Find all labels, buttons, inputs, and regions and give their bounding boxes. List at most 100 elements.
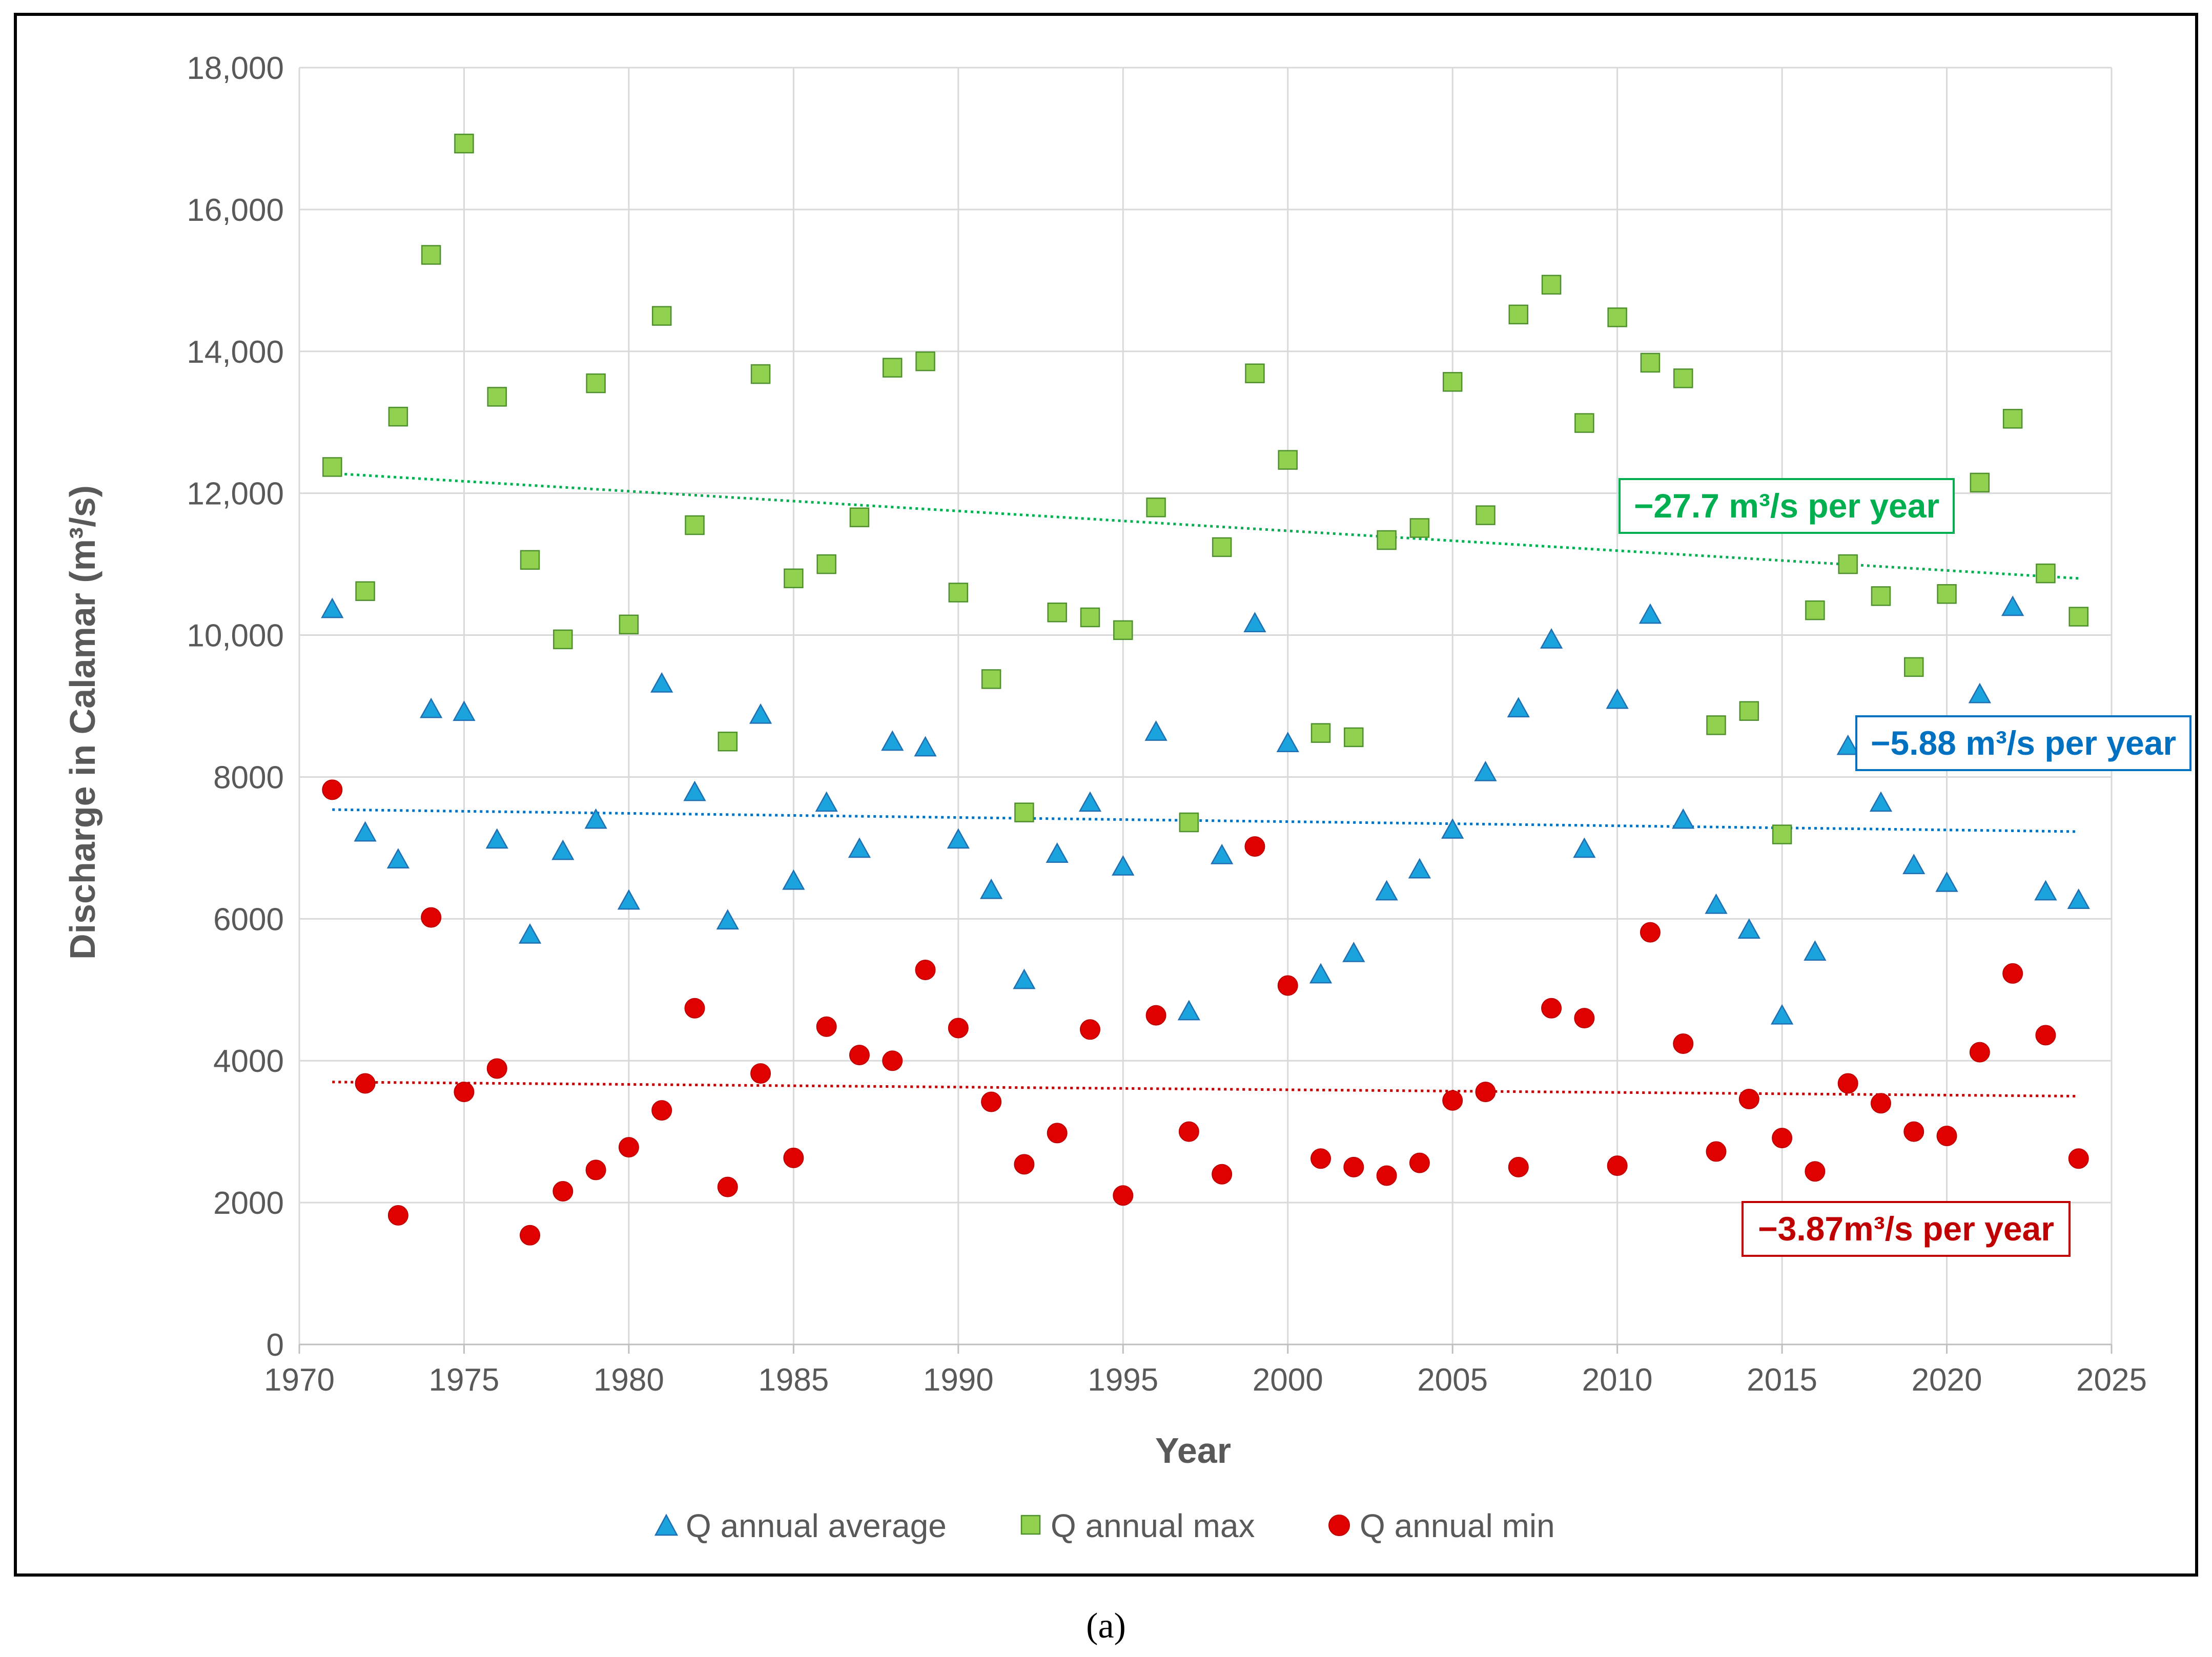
min-point [1178, 1121, 1199, 1142]
avg-point [1078, 791, 1102, 812]
avg-point [1902, 854, 1926, 875]
avg-point [979, 878, 1003, 899]
avg-point [1836, 734, 1859, 755]
max-point [1377, 530, 1397, 550]
min-point [1145, 1005, 1166, 1026]
y-tick-label: 16,000 [187, 193, 284, 228]
max-point [421, 245, 441, 265]
legend-circle-icon [1328, 1515, 1350, 1536]
min-point [1837, 1073, 1858, 1094]
annotation-min-trend: −3.87m³/s per year [1742, 1201, 2071, 1257]
y-tick-label: 8000 [213, 760, 284, 795]
legend-triangle-icon [654, 1514, 679, 1536]
min-point [651, 1100, 672, 1121]
min-point [1969, 1042, 1990, 1063]
figure-caption: (a) [1086, 1606, 1126, 1646]
avg-point [617, 889, 641, 910]
avg-point [1935, 871, 1958, 892]
min-point [1113, 1185, 1134, 1206]
avg-point [1276, 732, 1299, 753]
min-point [981, 1091, 1002, 1112]
avg-point [1770, 1004, 1794, 1025]
y-tick-label: 12,000 [187, 477, 284, 512]
avg-point [782, 869, 805, 890]
y-tick-label: 18,000 [187, 51, 284, 86]
avg-point [1869, 791, 1893, 812]
min-point [882, 1050, 903, 1071]
max-point [1970, 472, 1990, 493]
max-point [1772, 824, 1792, 844]
max-point [750, 364, 771, 384]
max-point [849, 507, 870, 527]
max-point [1113, 620, 1133, 640]
max-point [2002, 409, 2023, 429]
max-point [1442, 372, 1463, 392]
legend-label-min: Q annual min [1360, 1507, 1555, 1544]
min-point [1673, 1033, 1694, 1054]
min-point [1772, 1128, 1793, 1149]
min-point [1014, 1154, 1035, 1175]
max-point [1278, 450, 1298, 470]
legend-square-icon [1020, 1515, 1041, 1535]
max-point [816, 554, 836, 574]
max-point [981, 669, 1001, 689]
y-tick-label: 14,000 [187, 335, 284, 370]
trendline-min [332, 1081, 2079, 1097]
avg-point [1705, 893, 1728, 914]
avg-point [584, 808, 607, 829]
avg-point [914, 736, 937, 757]
min-point [783, 1147, 804, 1168]
max-point [1146, 498, 1166, 517]
avg-point [1211, 843, 1234, 864]
avg-point [1013, 968, 1036, 989]
max-point [355, 581, 375, 601]
min-point [1574, 1008, 1595, 1029]
min-point [915, 960, 936, 981]
avg-point [749, 703, 772, 724]
max-point [1607, 307, 1627, 327]
max-point [915, 351, 935, 371]
max-point [388, 406, 408, 427]
x-tick-label: 2010 [1582, 1362, 1653, 1398]
x-tick-label: 1970 [264, 1362, 335, 1398]
x-tick-label: 2015 [1747, 1362, 1817, 1398]
avg-point [815, 791, 838, 812]
max-point [784, 568, 804, 589]
avg-point [1804, 940, 1827, 961]
min-point [1079, 1019, 1100, 1040]
avg-point [1375, 880, 1398, 901]
max-point [487, 387, 507, 407]
max-point [948, 583, 969, 603]
min-point [1409, 1152, 1430, 1173]
min-point [849, 1045, 870, 1066]
legend-label-max: Q annual max [1051, 1507, 1255, 1544]
max-point [1739, 701, 1759, 721]
avg-point [1112, 855, 1135, 876]
avg-point [1342, 941, 1365, 962]
max-point [1904, 657, 1924, 677]
min-point [1376, 1165, 1397, 1186]
x-tick-label: 1990 [923, 1362, 994, 1398]
data-markers [321, 133, 2090, 1246]
annotation-avg-trend: −5.88 m³/s per year [1855, 715, 2191, 771]
avg-point [354, 821, 377, 842]
min-point [717, 1176, 738, 1197]
avg-point [420, 697, 443, 718]
max-point [651, 306, 672, 326]
max-point [718, 731, 738, 752]
x-tick-label: 1995 [1088, 1362, 1158, 1398]
min-point [454, 1082, 475, 1103]
avg-point [947, 828, 970, 849]
legend-label-average: Q annual average [686, 1507, 947, 1544]
max-point [1409, 518, 1430, 538]
min-point [1805, 1161, 1826, 1182]
y-tick-label: 10,000 [187, 618, 284, 654]
max-point [1212, 537, 1232, 557]
max-point [1541, 275, 1562, 295]
max-point [454, 133, 474, 154]
min-point [1212, 1164, 1233, 1185]
avg-point [881, 730, 904, 751]
max-point [1179, 812, 1199, 833]
annotation-max-trend-text: −27.7 m³/s per year [1634, 487, 1939, 525]
